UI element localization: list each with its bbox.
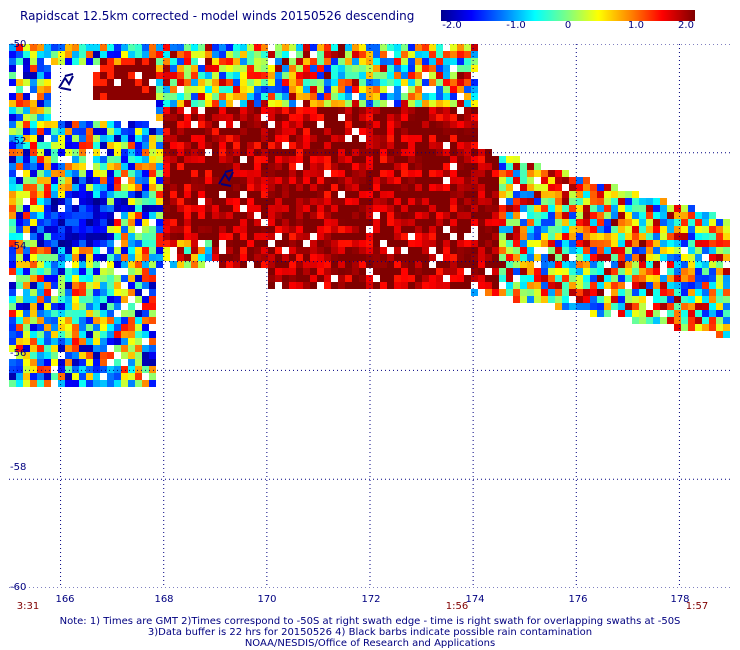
swath-time-label: 1:57 bbox=[685, 601, 709, 612]
colorbar: -2.0 -1.0 0 1.0 2.0 bbox=[441, 10, 695, 32]
swath-time-label: 3:31 bbox=[16, 601, 40, 612]
lat-label: -52 bbox=[10, 136, 27, 147]
colorbar-tick-label: -2.0 bbox=[442, 20, 462, 31]
chart-title: Rapidscat 12.5km corrected - model winds… bbox=[20, 9, 415, 23]
wind-difference-map[interactable] bbox=[9, 44, 731, 588]
lon-label: 176 bbox=[568, 594, 588, 605]
lon-label: 166 bbox=[55, 594, 75, 605]
lat-label: -60 bbox=[10, 582, 27, 593]
swath-time-label: 1:56 bbox=[445, 601, 469, 612]
rain-barb-icons bbox=[58, 73, 234, 187]
lat-label: -56 bbox=[10, 348, 27, 359]
lon-label: 178 bbox=[670, 594, 690, 605]
footer-note-line-2: 3)Data buffer is 22 hrs for 20150526 4) … bbox=[147, 627, 593, 638]
footer-credit: NOAA/NESDIS/Office of Research and Appli… bbox=[244, 638, 496, 649]
colorbar-tick-label: 0 bbox=[564, 20, 572, 31]
lat-label: -58 bbox=[10, 462, 27, 473]
footer-note-line-1: Note: 1) Times are GMT 2)Times correspon… bbox=[59, 616, 681, 627]
lon-label: 168 bbox=[154, 594, 174, 605]
colorbar-gradient bbox=[441, 10, 695, 21]
wind-field-cells bbox=[9, 44, 730, 387]
lon-label: 172 bbox=[361, 594, 381, 605]
lat-label: -50 bbox=[10, 39, 27, 50]
colorbar-tick-label: -1.0 bbox=[506, 20, 526, 31]
lon-label: 174 bbox=[465, 594, 485, 605]
lat-lon-grid bbox=[9, 44, 731, 588]
colorbar-tick-label: 1.0 bbox=[628, 20, 644, 31]
lon-label: 170 bbox=[257, 594, 277, 605]
lat-label: -54 bbox=[10, 241, 27, 252]
positive-anomaly-patch bbox=[93, 58, 156, 100]
colorbar-tick-label: 2.0 bbox=[678, 20, 694, 31]
map-canvas bbox=[9, 44, 731, 588]
